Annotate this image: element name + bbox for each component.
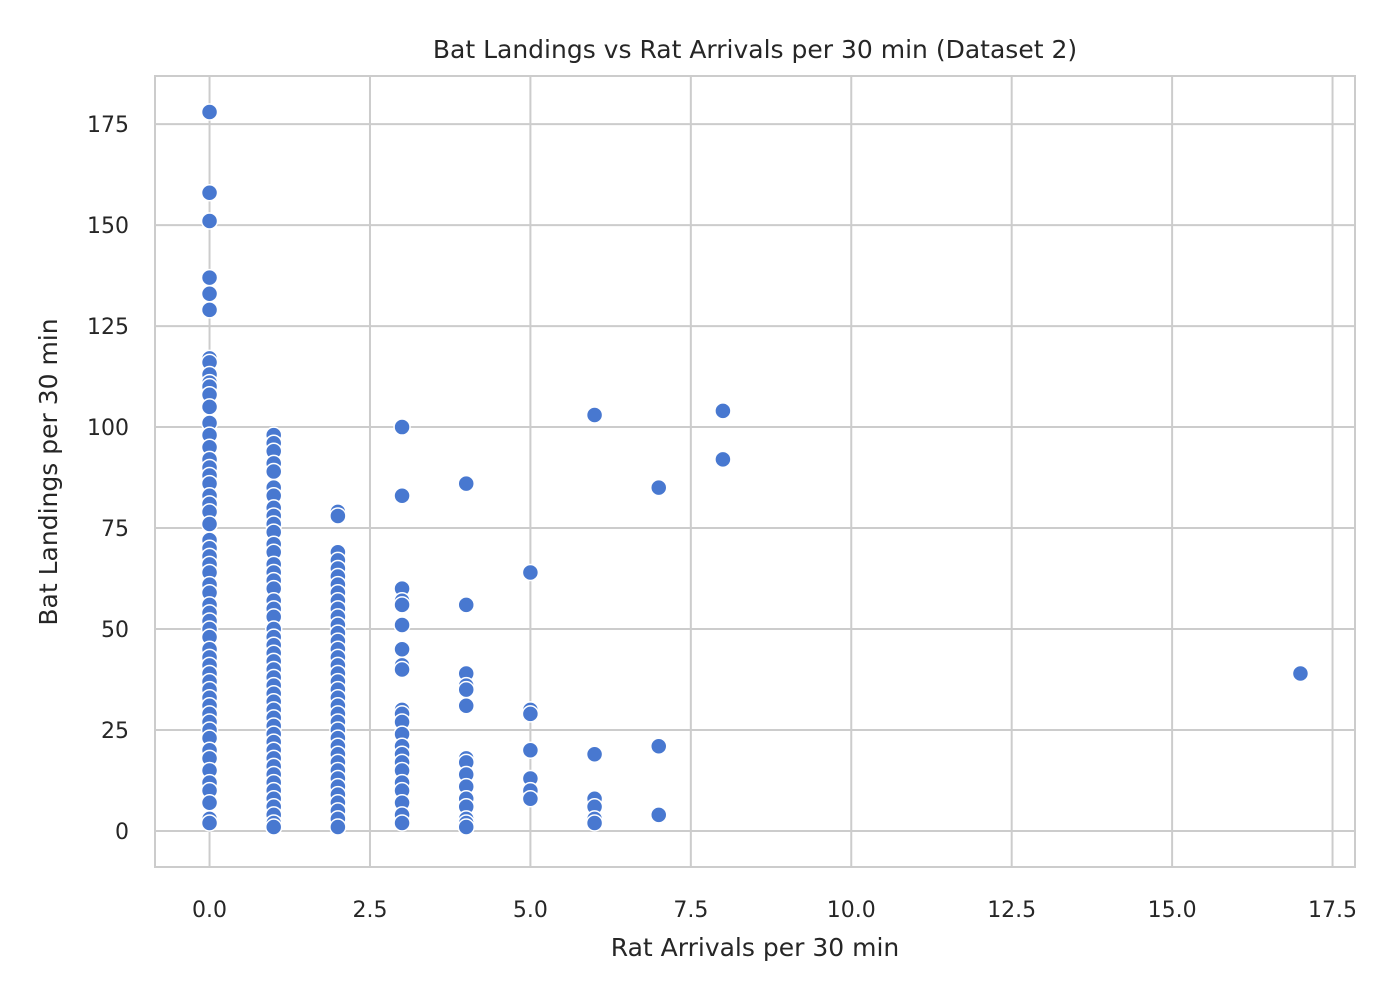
x-tick-label: 17.5 [1308, 898, 1357, 923]
data-point [1291, 664, 1310, 683]
data-point [264, 818, 283, 836]
data-point [200, 184, 219, 202]
data-point [585, 814, 604, 832]
data-point [329, 818, 347, 836]
data-points [200, 103, 1310, 836]
data-point [329, 507, 347, 525]
grid-lines [155, 76, 1355, 867]
data-point [200, 814, 219, 832]
data-point [200, 301, 219, 319]
data-point [457, 596, 475, 614]
data-point [585, 745, 604, 764]
data-point [393, 814, 411, 832]
x-tick-label: 10.0 [827, 898, 876, 923]
data-point [521, 705, 540, 723]
data-point [200, 515, 219, 533]
y-tick-label: 100 [87, 416, 129, 441]
x-tick-label: 0.0 [192, 898, 227, 923]
chart-title: Bat Landings vs Rat Arrivals per 30 min … [433, 35, 1077, 64]
data-point [393, 640, 411, 659]
data-point [649, 737, 668, 755]
x-tick-label: 5.0 [513, 898, 548, 923]
y-tick-label: 125 [87, 315, 129, 340]
data-point [393, 486, 411, 505]
data-point [393, 596, 411, 614]
data-point [585, 406, 604, 424]
y-tick-labels: 0 25 50 75 100 125 150 175 [87, 113, 129, 845]
data-point [393, 660, 411, 679]
data-point [393, 616, 411, 634]
y-tick-label: 150 [87, 214, 129, 239]
data-point [200, 284, 219, 303]
plot-frame [154, 75, 1356, 868]
data-point [200, 794, 219, 812]
data-point [649, 478, 668, 497]
data-point [521, 563, 540, 582]
y-axis-title: Bat Landings per 30 min [34, 318, 63, 625]
x-tick-labels: 0.0 2.5 5.0 7.5 10.0 12.5 15.0 17.5 [192, 898, 1357, 923]
x-tick-label: 2.5 [352, 898, 387, 923]
y-tick-label: 175 [87, 113, 129, 138]
data-point [649, 806, 668, 824]
data-point [200, 398, 219, 416]
y-tick-label: 75 [101, 517, 129, 542]
y-tick-label: 50 [101, 618, 129, 643]
data-point [200, 212, 219, 230]
x-tick-label: 12.5 [987, 898, 1036, 923]
data-point [457, 818, 475, 836]
y-tick-label: 25 [101, 719, 129, 744]
y-tick-label: 0 [115, 820, 129, 845]
data-point [521, 789, 540, 808]
data-point [714, 450, 732, 469]
data-point [457, 474, 475, 493]
data-point [264, 462, 283, 481]
data-point [393, 418, 411, 436]
data-point [457, 697, 475, 715]
x-tick-label: 15.0 [1148, 898, 1197, 923]
x-axis-title: Rat Arrivals per 30 min [611, 933, 899, 962]
data-point [200, 103, 219, 121]
data-point [457, 680, 475, 699]
data-point [714, 402, 732, 420]
data-point [521, 741, 540, 759]
x-tick-label: 7.5 [673, 898, 708, 923]
data-point [200, 268, 219, 287]
